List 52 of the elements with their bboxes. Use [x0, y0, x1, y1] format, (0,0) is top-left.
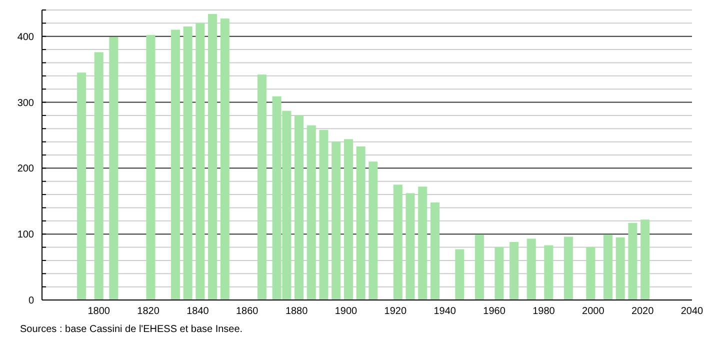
bar: [564, 236, 573, 300]
bar: [220, 18, 230, 300]
x-tick-label: 2040: [680, 306, 704, 317]
x-tick-label: 1860: [236, 306, 259, 317]
bar: [94, 52, 104, 300]
x-tick-label: 1960: [483, 306, 506, 317]
y-tick-label: 300: [17, 98, 34, 109]
bar: [628, 222, 638, 300]
bar: [356, 146, 366, 300]
x-tick-label: 1920: [384, 306, 407, 317]
bar: [183, 26, 192, 300]
x-tick-label: 2000: [582, 306, 605, 317]
y-tick-label: 100: [17, 230, 34, 241]
bar: [208, 14, 218, 300]
bar: [430, 202, 440, 300]
y-tick-label: 200: [17, 164, 34, 175]
bar: [319, 130, 328, 300]
bar: [526, 238, 536, 300]
bar: [294, 115, 304, 300]
x-tick-label: 1840: [186, 306, 210, 317]
bar: [170, 30, 180, 300]
bar: [368, 162, 378, 300]
bar: [77, 72, 86, 300]
bar: [494, 247, 504, 300]
bar: [393, 184, 402, 300]
y-tick-label: 400: [17, 32, 34, 43]
bar: [455, 249, 464, 300]
bar: [640, 220, 650, 300]
x-tick-label: 2020: [631, 306, 654, 317]
bar: [196, 23, 205, 300]
x-tick-label: 1800: [88, 306, 110, 317]
bar: [544, 245, 554, 300]
bar: [586, 247, 596, 300]
bar: [109, 37, 118, 300]
bar: [146, 35, 156, 300]
bar: [344, 139, 353, 300]
bar: [257, 74, 266, 300]
x-tick-label: 1980: [532, 306, 556, 317]
bar: [332, 142, 341, 300]
bar: [474, 234, 484, 300]
x-tick-label: 1940: [434, 306, 456, 317]
bar: [603, 234, 612, 300]
source-note: Sources : base Cassini de l'EHESS et base Insee.: [20, 324, 243, 335]
x-tick-label: 1880: [285, 306, 308, 317]
bar: [406, 193, 415, 300]
bar: [616, 237, 625, 300]
bar: [510, 242, 519, 300]
y-tick-label: 0: [28, 296, 34, 306]
bar: [418, 186, 428, 300]
x-tick-label: 1900: [334, 306, 358, 317]
x-tick-label: 1820: [137, 306, 160, 317]
bar: [306, 125, 316, 300]
